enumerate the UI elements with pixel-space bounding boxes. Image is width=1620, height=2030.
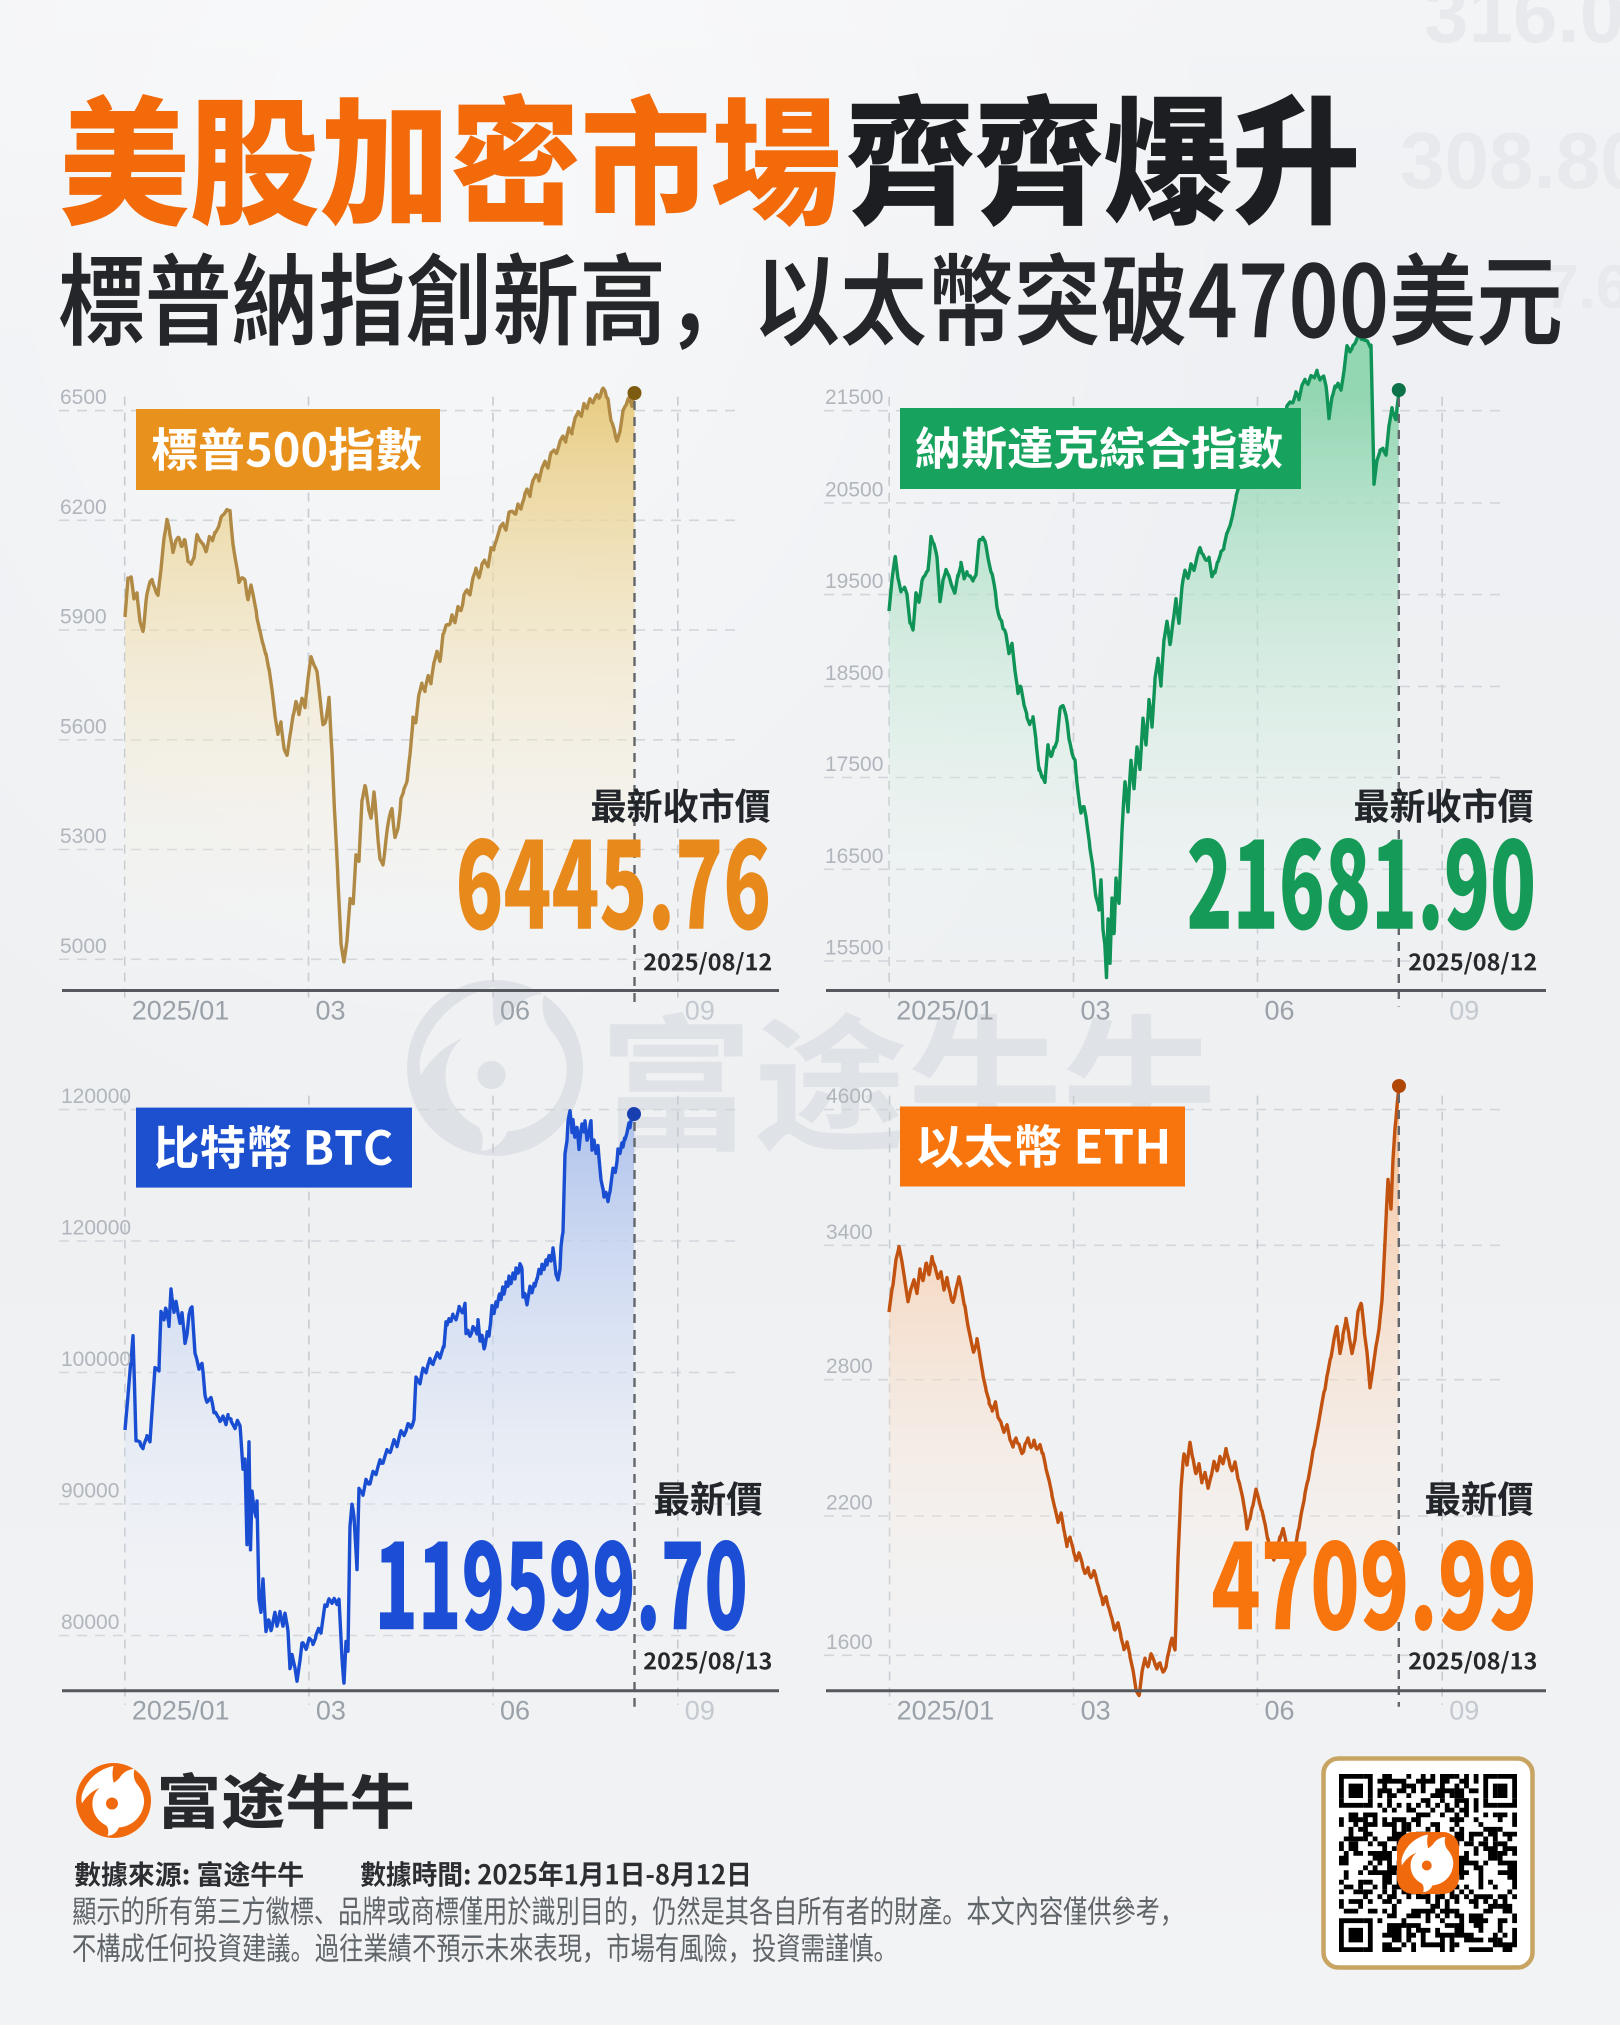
- svg-text:308.80: 308.80: [1400, 116, 1620, 205]
- svg-text:5900: 5900: [60, 606, 107, 629]
- svg-text:5600: 5600: [60, 715, 107, 738]
- svg-text:2025/01: 2025/01: [897, 1696, 995, 1726]
- svg-text:15500: 15500: [825, 937, 883, 960]
- svg-text:3400: 3400: [826, 1221, 873, 1244]
- svg-text:03: 03: [316, 1696, 346, 1726]
- svg-text:6200: 6200: [60, 496, 107, 519]
- svg-text:316.0: 316.0: [1424, 0, 1620, 59]
- svg-text:21500: 21500: [825, 386, 883, 409]
- svg-text:5000: 5000: [60, 935, 107, 958]
- svg-text:06: 06: [500, 996, 530, 1026]
- svg-text:06: 06: [1265, 996, 1295, 1026]
- svg-text:1600: 1600: [826, 1631, 873, 1654]
- svg-text:06: 06: [1265, 1696, 1295, 1726]
- svg-text:2025/01: 2025/01: [132, 1696, 230, 1726]
- svg-text:09: 09: [1449, 1696, 1479, 1726]
- svg-text:09: 09: [685, 996, 715, 1026]
- svg-text:09: 09: [685, 1696, 715, 1726]
- svg-text:06: 06: [500, 1696, 530, 1726]
- svg-text:100000: 100000: [61, 1348, 131, 1371]
- svg-text:90000: 90000: [61, 1480, 119, 1503]
- svg-text:2200: 2200: [826, 1492, 873, 1515]
- svg-text:03: 03: [1081, 996, 1111, 1026]
- svg-text:4600: 4600: [826, 1085, 873, 1108]
- svg-text:80000: 80000: [61, 1611, 119, 1634]
- svg-text:2025/01: 2025/01: [896, 996, 994, 1026]
- svg-text:2025/01: 2025/01: [132, 996, 230, 1026]
- svg-text:6500: 6500: [60, 386, 107, 409]
- svg-text:17500: 17500: [825, 753, 883, 776]
- svg-text:16500: 16500: [825, 845, 883, 868]
- svg-text:03: 03: [1081, 1696, 1111, 1726]
- svg-text:20500: 20500: [825, 478, 883, 501]
- svg-text:09: 09: [1449, 996, 1479, 1026]
- svg-text:19500: 19500: [825, 570, 883, 593]
- svg-text:03: 03: [316, 996, 346, 1026]
- svg-text:18500: 18500: [825, 662, 883, 685]
- svg-text:5300: 5300: [60, 825, 107, 848]
- svg-text:2800: 2800: [826, 1355, 873, 1378]
- svg-text:120000: 120000: [61, 1217, 131, 1240]
- svg-text:120000: 120000: [61, 1085, 131, 1108]
